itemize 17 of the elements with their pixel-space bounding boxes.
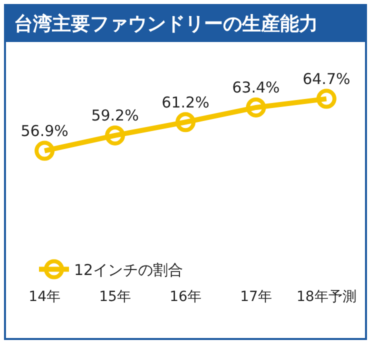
data-label: 64.7% [302, 70, 350, 88]
data-label: 56.9% [20, 122, 68, 140]
x-tick-label: 17年 [240, 289, 272, 305]
data-label: 61.2% [162, 93, 210, 112]
x-tick-label: 14年 [28, 289, 60, 305]
point [105, 125, 126, 146]
point [176, 112, 196, 132]
point [246, 97, 266, 118]
point [34, 140, 55, 161]
legend-label: 12インチの割合 [74, 261, 184, 280]
x-tick-label: 15年 [99, 289, 131, 305]
x-tick-label: 16年 [170, 289, 202, 305]
chart-title: 台湾主要ファウンドリーの生産能力 [6, 6, 365, 42]
point [316, 88, 336, 109]
x-tick-label: 18年予測 [296, 289, 356, 305]
data-label: 63.4% [232, 78, 280, 97]
data-label: 59.2% [91, 106, 139, 125]
